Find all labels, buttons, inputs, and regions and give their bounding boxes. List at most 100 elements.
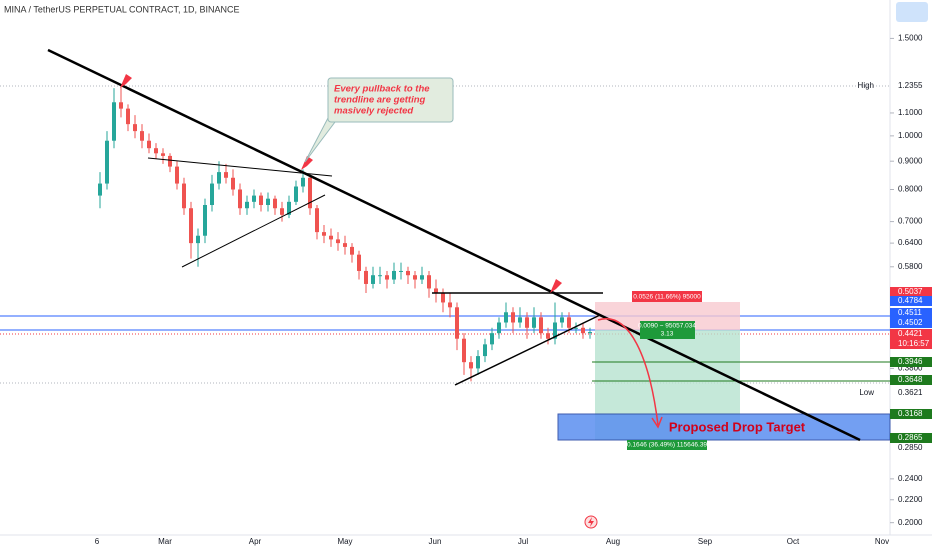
flags bbox=[120, 74, 562, 293]
time-label: May bbox=[337, 537, 352, 546]
price-tick-label: 0.2200 bbox=[898, 495, 923, 504]
candle-body bbox=[357, 254, 361, 271]
price-tick-label: 1.5000 bbox=[898, 34, 923, 43]
candle-body bbox=[168, 155, 172, 167]
candle-body bbox=[497, 322, 501, 334]
time-label: Aug bbox=[606, 537, 620, 546]
candle-body bbox=[504, 312, 508, 323]
price-label: 1.2355 bbox=[898, 81, 923, 90]
time-label: Sep bbox=[698, 537, 713, 546]
candle-body bbox=[546, 333, 550, 339]
candle-body bbox=[581, 327, 585, 334]
price-badge-label: 0.4421 bbox=[898, 329, 923, 338]
price-badge bbox=[890, 318, 932, 328]
candle-body bbox=[378, 275, 382, 277]
time-label: Apr bbox=[249, 537, 262, 546]
price-tick-label: 0.2000 bbox=[898, 518, 923, 527]
candle-body bbox=[525, 317, 529, 328]
candle-body bbox=[567, 317, 571, 328]
candles bbox=[98, 86, 592, 382]
candle-body bbox=[518, 317, 522, 323]
candle-body bbox=[161, 153, 165, 156]
candle-body bbox=[560, 317, 564, 323]
candle-body bbox=[476, 356, 480, 369]
price-badge-label: 0.2865 bbox=[898, 433, 923, 442]
candle-body bbox=[203, 205, 207, 236]
candle-body bbox=[371, 275, 375, 284]
candle-body bbox=[126, 108, 130, 125]
candle-body bbox=[196, 235, 200, 244]
candle-body bbox=[266, 198, 270, 206]
candle-body bbox=[413, 275, 417, 280]
candle-body bbox=[259, 195, 263, 206]
candle-body bbox=[322, 232, 326, 236]
price-badge-label: 0.3168 bbox=[898, 409, 923, 418]
candle-body bbox=[441, 293, 445, 303]
reward-label: 0.1646 (36.49%) 115646.39 bbox=[627, 442, 707, 449]
candle-body bbox=[140, 131, 144, 141]
candle-body bbox=[231, 177, 235, 190]
candle-body bbox=[511, 312, 515, 323]
candle-body bbox=[147, 140, 151, 149]
candle-body bbox=[294, 186, 298, 202]
candle-body bbox=[448, 302, 452, 308]
price-tick-label: 0.9000 bbox=[898, 156, 923, 165]
candle-body bbox=[119, 102, 123, 109]
candle-body bbox=[483, 344, 487, 357]
price-badge bbox=[890, 287, 932, 297]
price-badge bbox=[890, 357, 932, 367]
candle-body bbox=[532, 317, 536, 328]
trendline bbox=[47, 48, 861, 442]
price-tick-label: 0.2400 bbox=[898, 474, 923, 483]
candle-body bbox=[588, 332, 592, 334]
price-tick-label: 1.1000 bbox=[898, 108, 923, 117]
price-badge-label: 10:16:57 bbox=[898, 339, 930, 348]
candle-body bbox=[455, 307, 459, 339]
candle-body bbox=[315, 208, 319, 233]
candle-body bbox=[175, 166, 179, 184]
time-label: Nov bbox=[875, 537, 889, 546]
price-tick-label: 0.5800 bbox=[898, 262, 923, 271]
reward-label-bg bbox=[627, 440, 707, 450]
candle-body bbox=[420, 275, 424, 280]
price-badge-label: 0.5037 bbox=[898, 287, 923, 296]
drop-arrow bbox=[597, 317, 659, 426]
candle-body bbox=[329, 235, 333, 240]
price-badge-label: 0.4511 bbox=[898, 308, 922, 317]
time-label: Mar bbox=[158, 537, 172, 546]
target-label: Proposed Drop Target bbox=[669, 419, 806, 434]
candle-body bbox=[154, 148, 158, 154]
candle-body bbox=[105, 140, 109, 184]
price-badge-label: 0.3946 bbox=[898, 357, 923, 366]
price-badge bbox=[890, 409, 932, 419]
candle-body bbox=[301, 177, 305, 187]
candle-body bbox=[539, 317, 543, 334]
candle-body bbox=[406, 270, 410, 276]
time-label: Oct bbox=[787, 537, 800, 546]
time-label: Jul bbox=[518, 537, 528, 546]
price-tick-label: 0.6400 bbox=[898, 238, 923, 247]
candle-body bbox=[574, 327, 578, 329]
candle-body bbox=[224, 172, 228, 178]
candle-body bbox=[280, 208, 284, 215]
settings-button[interactable] bbox=[896, 2, 928, 22]
triangle-line bbox=[181, 194, 326, 268]
price-badge-label: 0.4502 bbox=[898, 318, 923, 327]
price-badge bbox=[890, 329, 932, 339]
risk-label: 0.0526 (11.66%) 95000 bbox=[633, 294, 701, 301]
price-badge bbox=[890, 296, 932, 306]
price-badge-label: 0.3648 bbox=[898, 375, 923, 384]
triangle-line bbox=[454, 314, 601, 386]
price-tick-label: 0.7000 bbox=[898, 217, 923, 226]
price-badge bbox=[890, 339, 932, 349]
candle-body bbox=[98, 183, 102, 196]
entry-label: 0.0090 ~ 95057.034 bbox=[638, 323, 696, 330]
candle-body bbox=[350, 246, 354, 255]
candle-body bbox=[238, 189, 242, 209]
time-label: 6 bbox=[95, 537, 100, 546]
price-tick-label: 1.0000 bbox=[898, 131, 923, 140]
candle-body bbox=[434, 288, 438, 294]
candle-body bbox=[133, 124, 137, 132]
